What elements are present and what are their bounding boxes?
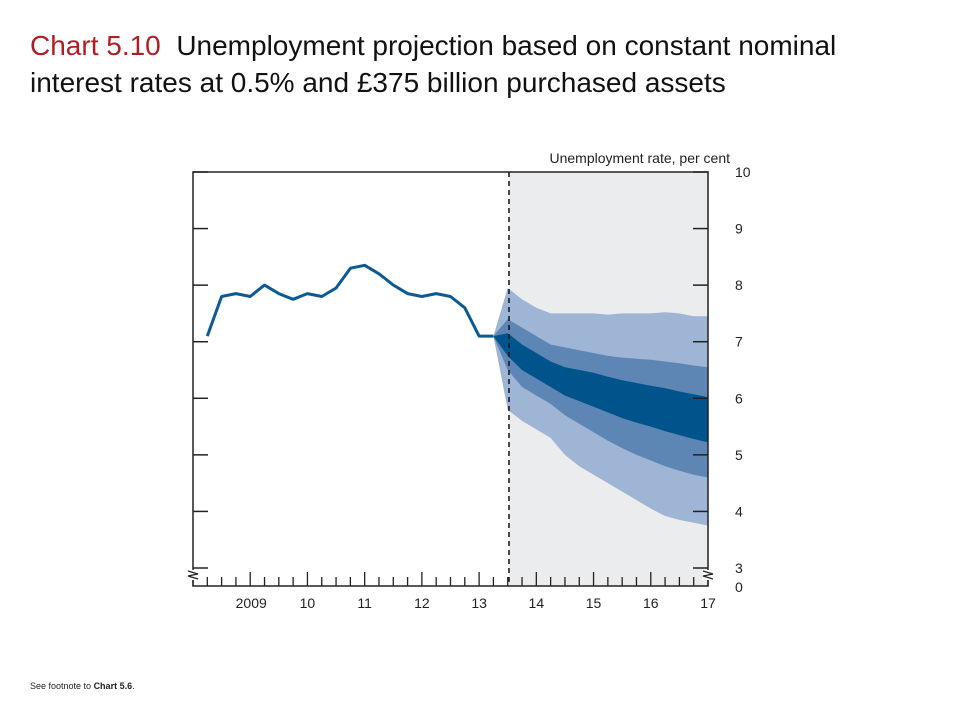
fan-band-inner [493, 333, 708, 443]
y-tick-label-zero: 0 [735, 579, 743, 595]
axes [187, 171, 714, 587]
y-tick-label: 10 [735, 164, 751, 180]
tick-labels: 10 9 8 7 6 5 4 3 0 2009 10 11 12 13 14 15 16 17 [236, 164, 751, 611]
y-tick-label: 7 [735, 334, 743, 350]
chart-title: Chart 5.10 Unemployment projection based… [30, 27, 930, 101]
x-tick-label: 11 [357, 595, 372, 611]
fan-bands [493, 288, 708, 526]
footnote-suffix: . [132, 681, 135, 691]
y-tick-label: 3 [735, 560, 743, 576]
x-tick-label: 14 [529, 595, 545, 611]
axis-break-right-zigzag [702, 570, 714, 580]
chart-number: Chart 5.10 [30, 30, 161, 61]
footnote-prefix: See footnote to [30, 681, 94, 691]
x-tick-label: 16 [643, 595, 659, 611]
x-tick-label: 13 [471, 595, 487, 611]
y-tick-label: 8 [735, 277, 743, 293]
footnote-ref: Chart 5.6 [93, 681, 133, 691]
history-line [205, 263, 494, 338]
axis-break-right [702, 570, 714, 580]
axis-break-left-zigzag [187, 570, 199, 580]
y-tick-label: 5 [735, 447, 743, 463]
x-tick-label: 12 [414, 595, 430, 611]
y-tick-label: 6 [735, 390, 743, 406]
x-tick-label: 17 [700, 595, 716, 611]
y-tick-label: 4 [735, 503, 743, 519]
footnote: See footnote to Chart 5.6. [30, 681, 135, 691]
y-tick-label: 9 [735, 221, 743, 237]
x-tick-label: 15 [586, 595, 602, 611]
x-tick-label: 10 [300, 595, 316, 611]
x-tick-label: 2009 [236, 595, 267, 611]
history-line-group [205, 263, 494, 338]
y-axis-title: Unemployment rate, per cent [549, 150, 730, 166]
axis-break-left [187, 570, 199, 580]
chart-title-text: Unemployment projection based on constan… [30, 30, 837, 98]
